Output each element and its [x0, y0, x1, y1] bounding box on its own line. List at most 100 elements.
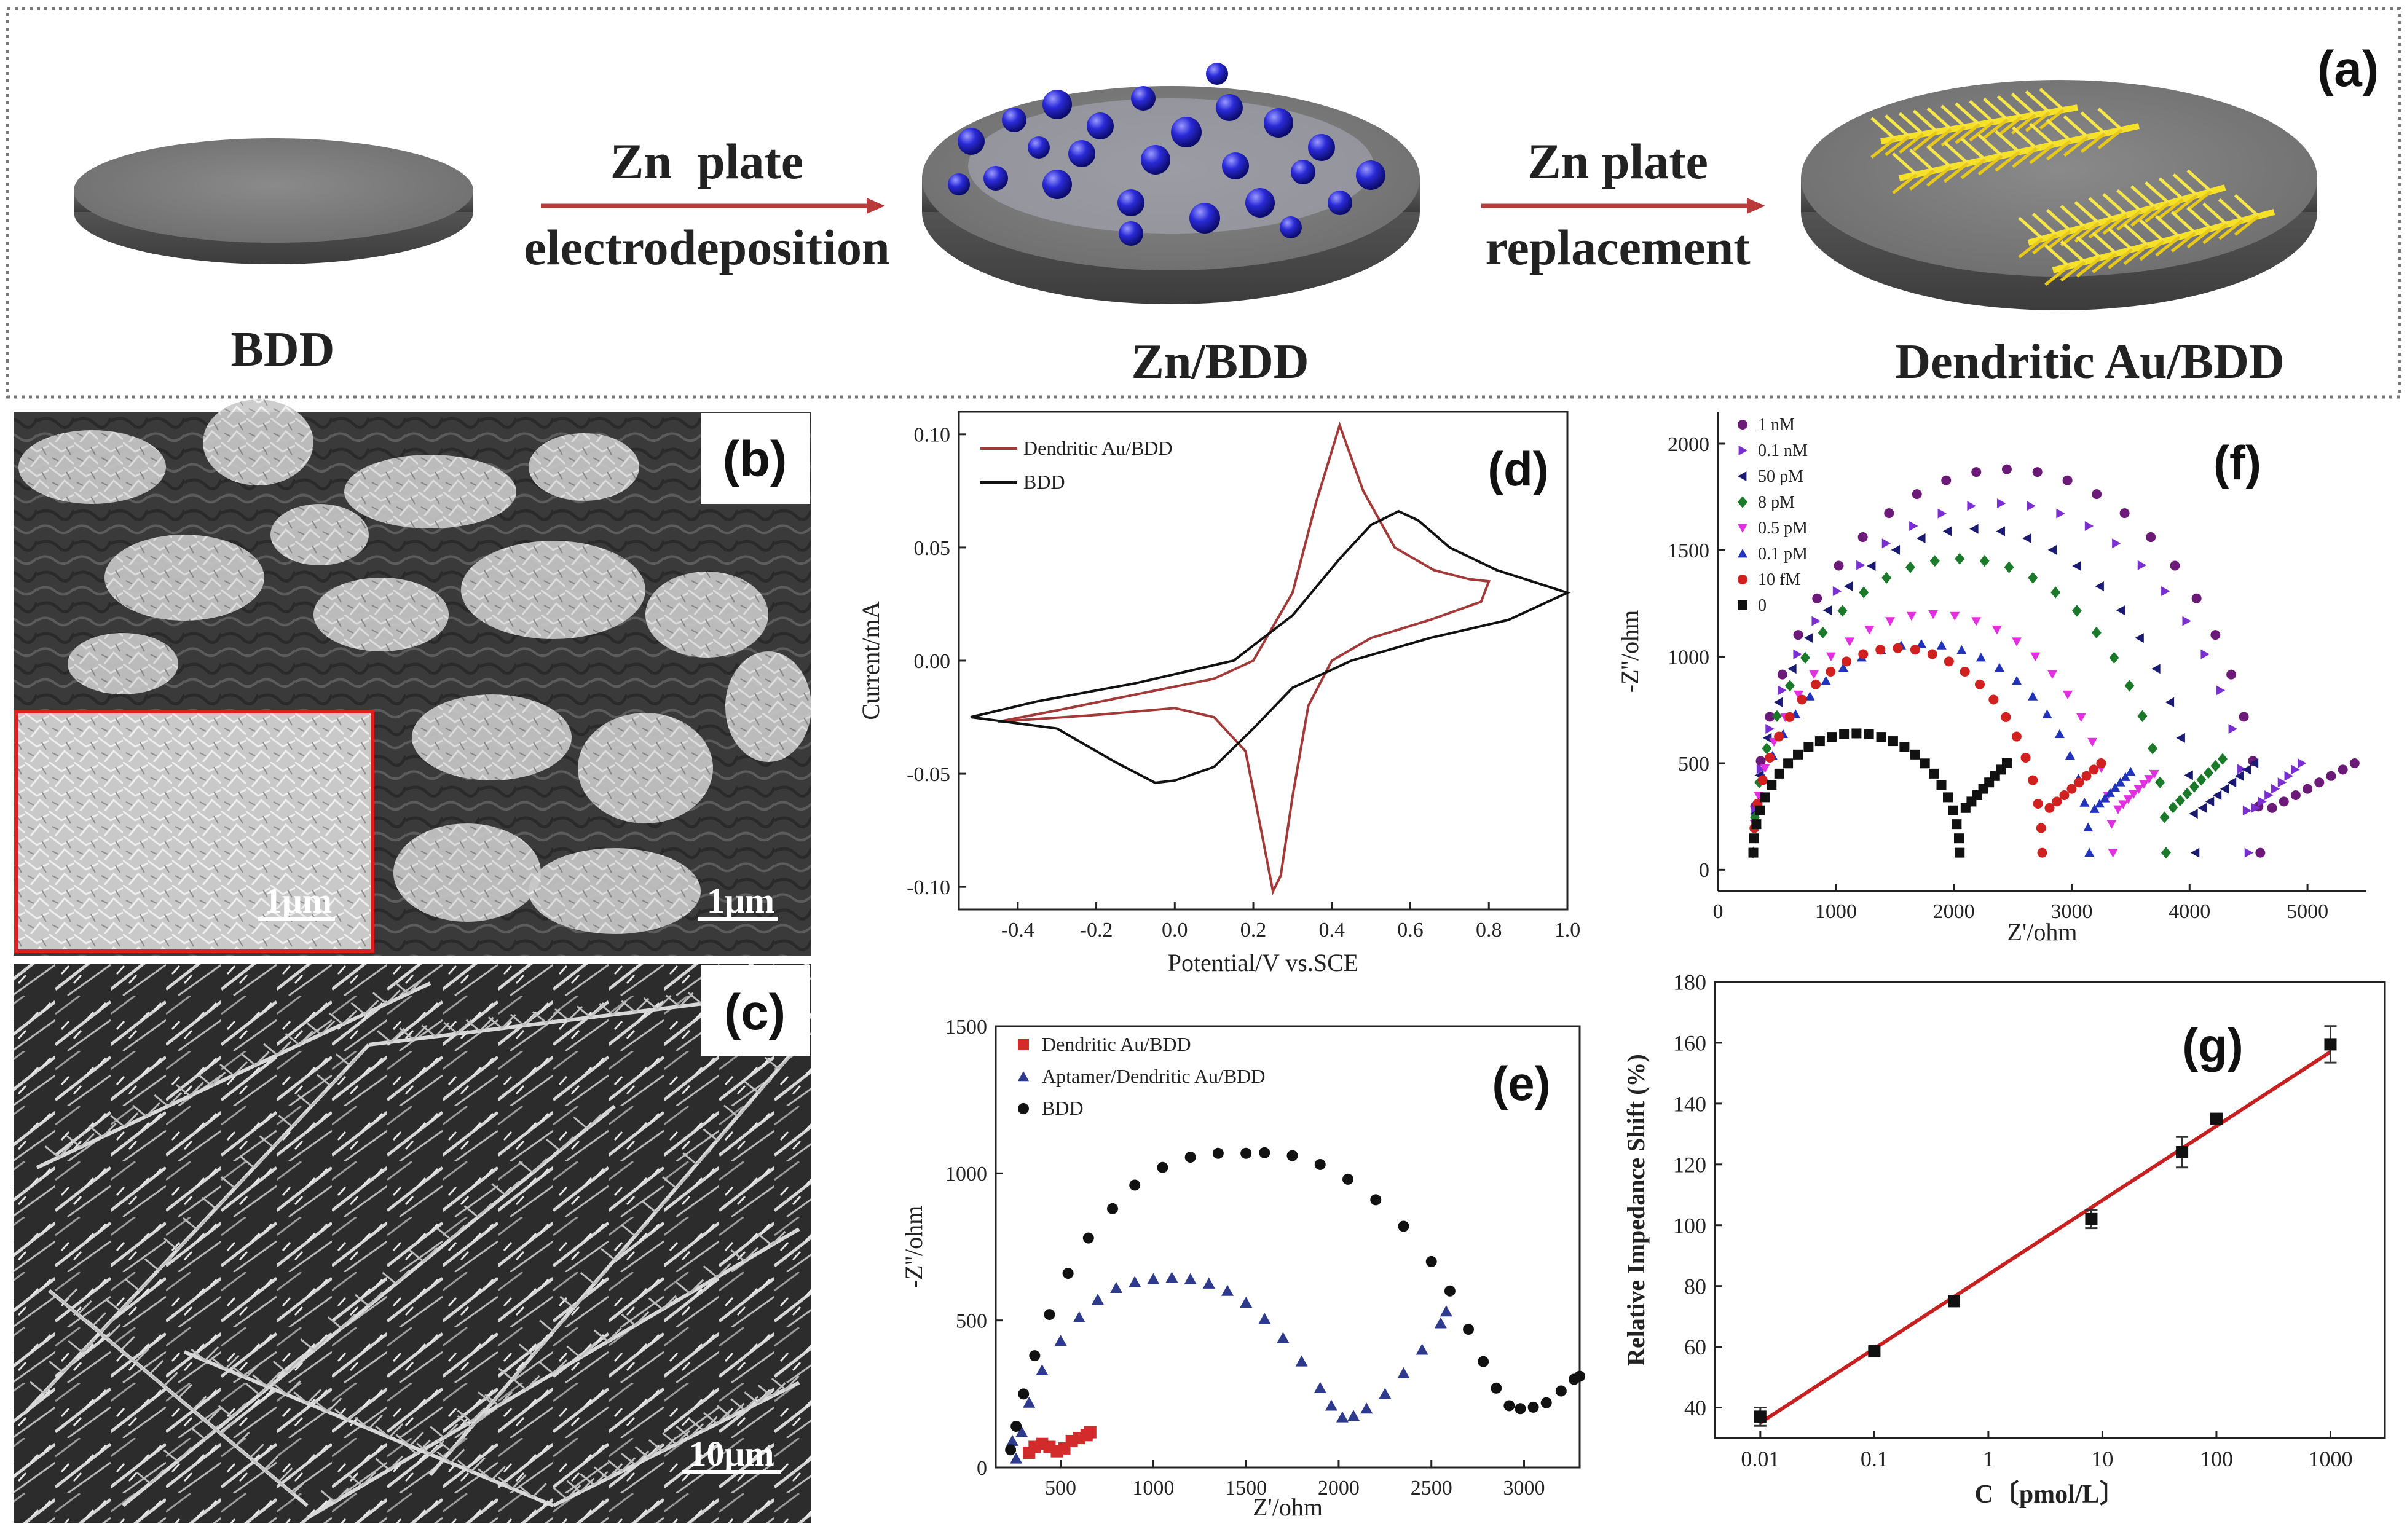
data-point	[1812, 593, 1822, 603]
data-point	[1975, 679, 1985, 689]
zn-sphere	[1028, 136, 1050, 159]
data-point	[1969, 524, 1979, 534]
data-point	[1774, 731, 1784, 742]
data-point	[2237, 764, 2247, 774]
data-point	[1864, 729, 1874, 739]
sem-grain	[725, 651, 811, 762]
data-point	[1774, 768, 1784, 779]
data-point	[1515, 1403, 1526, 1415]
y-tick-label: -0.10	[907, 876, 950, 899]
data-point	[1010, 1452, 1023, 1464]
data-point	[2242, 806, 2252, 816]
zn-sphere	[1042, 90, 1072, 119]
y-tick-label: 100	[1673, 1213, 1706, 1238]
data-point	[1937, 508, 1947, 519]
data-point	[1960, 666, 1970, 677]
calibration-point	[1868, 1345, 1881, 1358]
data-point	[2191, 593, 2202, 603]
bdd-disc	[74, 138, 473, 264]
legend-marker	[1018, 1071, 1029, 1082]
panel-a-label: (a)	[2317, 41, 2379, 97]
data-point	[2065, 750, 2075, 760]
data-point	[2249, 758, 2259, 768]
data-point	[2052, 796, 2062, 807]
data-point	[1797, 694, 1807, 705]
data-point	[2105, 788, 2115, 797]
x-tick-label: -0.2	[1080, 919, 1113, 941]
data-point	[2084, 521, 2094, 532]
legend-entry: 1 nM	[1758, 415, 1795, 434]
data-point	[1756, 764, 1766, 774]
data-point	[1899, 742, 1910, 752]
data-point	[1991, 626, 2002, 635]
data-point	[2242, 764, 2251, 775]
data-point	[1777, 669, 1787, 680]
data-point	[1859, 586, 1869, 599]
data-point	[1943, 792, 1953, 803]
zn-sphere	[1068, 140, 1095, 167]
data-point	[2210, 1112, 2223, 1125]
zn-sphere	[1291, 160, 1315, 184]
data-point	[1762, 742, 1772, 755]
data-point	[1212, 1147, 1224, 1159]
data-point	[1893, 643, 1903, 653]
data-point	[1936, 640, 1947, 650]
data-point	[2047, 544, 2057, 555]
au-dendrite	[2018, 169, 2226, 259]
data-point	[1794, 690, 1804, 700]
data-point	[2109, 651, 2119, 664]
data-point	[1988, 694, 1999, 705]
data-point	[1184, 1152, 1196, 1163]
series-0-1-nm	[1749, 498, 2307, 858]
zn-sphere	[1131, 86, 1156, 111]
data-point	[2284, 771, 2293, 781]
data-point	[2063, 690, 2073, 700]
data-point	[2303, 784, 2313, 794]
series-8-pm	[1748, 552, 2228, 859]
data-point	[1755, 805, 1765, 815]
legend-entry: 0	[1758, 596, 1767, 615]
data-point	[1416, 1343, 1428, 1355]
data-point	[1967, 501, 1976, 511]
data-point	[1760, 764, 1770, 773]
data-point	[2071, 605, 2082, 617]
x-tick-label: 0.01	[1741, 1447, 1779, 1471]
x-tick-label: 1000	[1132, 1477, 1174, 1499]
data-point	[1906, 611, 1917, 621]
data-point	[1928, 610, 1939, 619]
sem-grain	[645, 572, 768, 658]
y-tick-label: 1500	[945, 1016, 987, 1039]
data-point	[1916, 638, 1926, 648]
data-point	[2277, 777, 2287, 788]
data-point	[1379, 1388, 1392, 1399]
data-point	[1073, 1311, 1085, 1322]
x-axis-label: Z'/ohm	[2007, 918, 2078, 946]
data-point	[2125, 766, 2136, 776]
chart-f-label: (f)	[2213, 436, 2261, 490]
data-point	[2170, 560, 2180, 571]
data-point	[1286, 1150, 1298, 1161]
arrow-2	[1481, 198, 1765, 214]
y-tick-label: -0.05	[907, 763, 950, 786]
data-point	[2012, 676, 2022, 685]
x-axis-label: C〔pmol/L〕	[1974, 1480, 2125, 1509]
sem-grain	[578, 713, 713, 823]
data-point	[2349, 758, 2360, 768]
data-point	[1956, 645, 1967, 654]
data-point	[1837, 605, 1848, 617]
sem-grain	[313, 578, 449, 651]
data-point	[2124, 680, 2135, 692]
sem-grain	[529, 433, 639, 501]
data-point	[1952, 819, 1962, 830]
sem-grain	[270, 504, 369, 565]
stage-zn-bdd-label: Zn/BDD	[1132, 335, 1309, 389]
data-point	[1784, 712, 1795, 722]
y-tick-label: 160	[1673, 1031, 1706, 1056]
data-point	[1891, 544, 1901, 555]
data-point	[1767, 780, 1777, 790]
zn-sphere	[983, 166, 1008, 191]
data-point	[2210, 760, 2221, 772]
data-point	[1826, 666, 1836, 677]
data-point	[2216, 685, 2226, 696]
data-point	[2118, 800, 2129, 809]
